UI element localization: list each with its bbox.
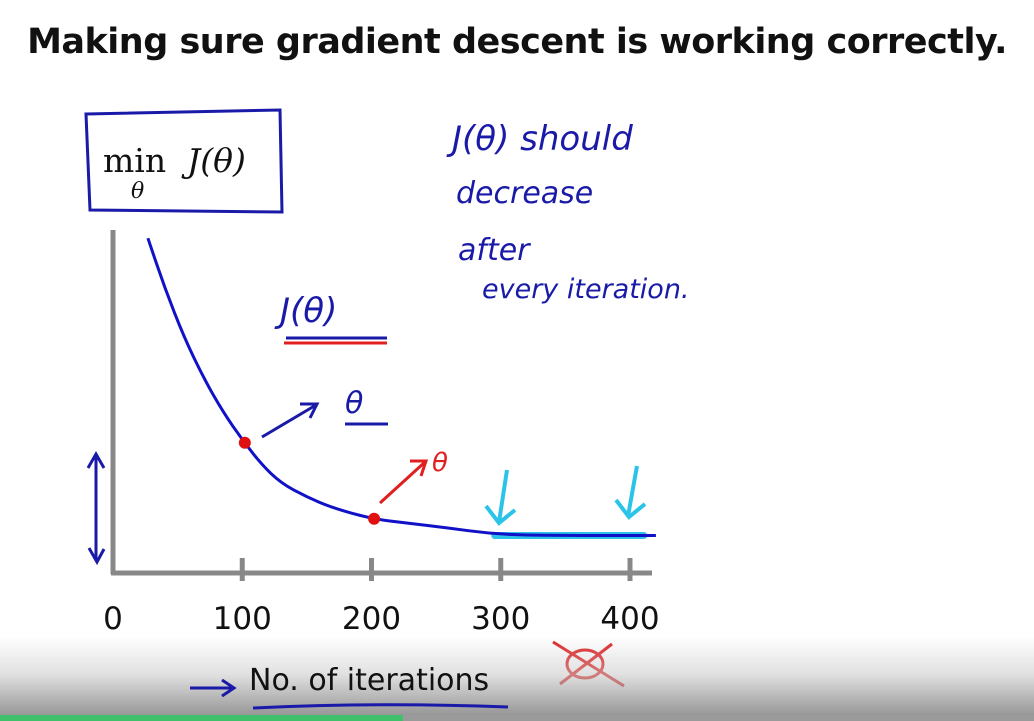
note-line-3: after: [458, 233, 531, 268]
objective-box-outline: [84, 108, 284, 214]
double-arrow-icon: [86, 450, 106, 566]
curve-marker-point: [368, 512, 381, 525]
axes: [110, 230, 652, 581]
x-tick-label: 400: [600, 601, 659, 637]
cost-curve-line: [146, 237, 656, 537]
flat-region-arrows: [484, 465, 647, 526]
objective-subscript: θ: [131, 179, 144, 204]
curve-layer: [146, 237, 656, 537]
note-line-1: J(θ) should: [446, 119, 633, 159]
objective-function: J(θ): [181, 141, 246, 180]
x-axis-label: No. of iterations: [249, 663, 489, 698]
theta-annotation-2: θ: [378, 448, 448, 505]
video-progress-bar[interactable]: [0, 715, 1034, 721]
theta-annotation-1: θ: [261, 386, 388, 439]
objective-op: min: [103, 141, 166, 180]
curve-label-text: J(θ): [274, 291, 337, 331]
theta-label-1: θ: [345, 386, 363, 421]
x-tick-labels: 0 100 200 300 400: [103, 601, 659, 637]
x-tick-label: 200: [342, 601, 401, 637]
note-line-2: decrease: [456, 176, 593, 211]
objective-box: min θ J(θ): [84, 108, 284, 214]
note-line-4: every iteration.: [482, 274, 690, 305]
x-tick-label: 0: [103, 601, 123, 637]
theta-label-2: θ: [432, 448, 448, 478]
x-axis-label-underline: [252, 703, 509, 710]
handwritten-note: J(θ) should decrease after every iterati…: [446, 119, 690, 305]
slide-title: Making sure gradient descent is working …: [27, 22, 1007, 62]
curve-label: J(θ): [274, 291, 387, 345]
x-tick-label: 300: [471, 601, 530, 637]
curve-marker-point: [238, 436, 251, 449]
x-tick-label: 100: [213, 601, 272, 637]
points-layer: [238, 436, 381, 525]
video-progress-fill: [0, 715, 404, 721]
